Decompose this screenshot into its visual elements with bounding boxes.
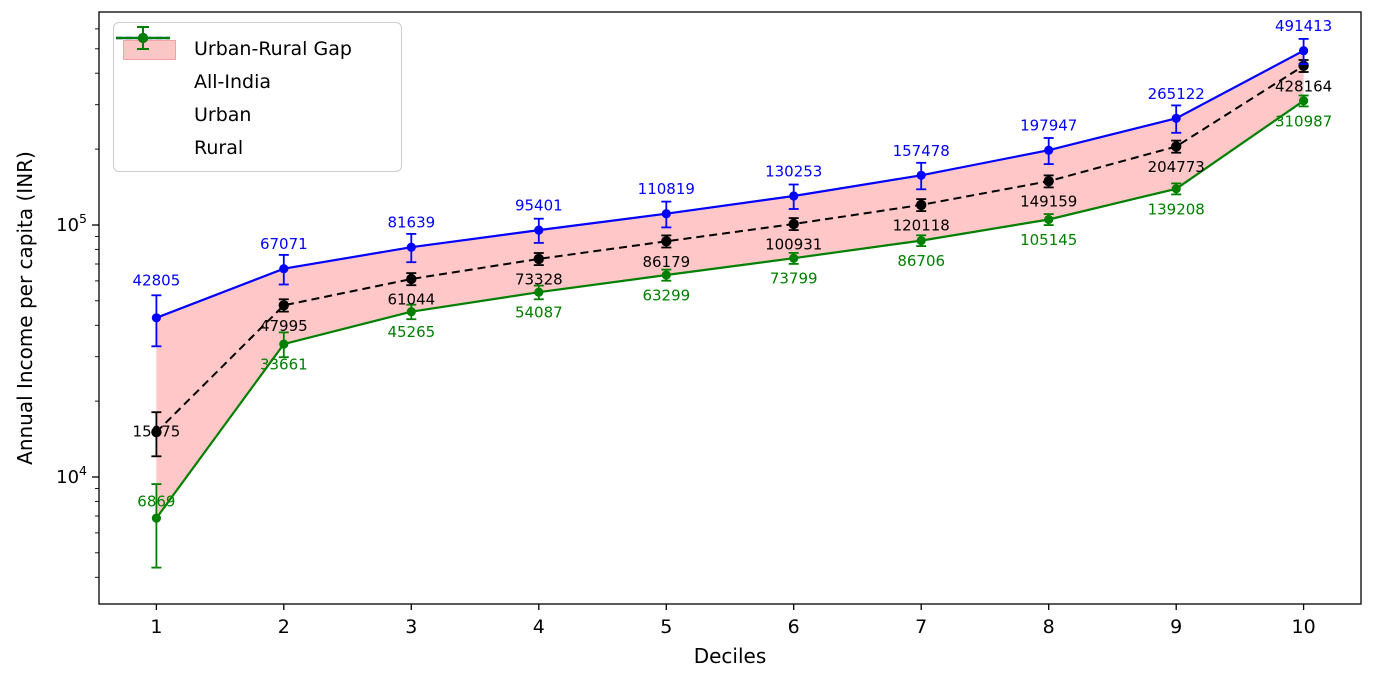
urban-rural-gap-swatch <box>123 39 185 60</box>
urban-point <box>1044 145 1054 155</box>
all-india-value-label: 100931 <box>765 236 822 254</box>
urban-value-label: 157478 <box>893 142 950 160</box>
rural-value-label: 86706 <box>897 252 945 270</box>
rural-value-label: 45265 <box>387 323 435 341</box>
rural-point <box>1299 96 1309 106</box>
rural-value-label: 139208 <box>1148 200 1205 218</box>
all-india-point <box>1043 176 1054 187</box>
rural-point <box>916 236 926 246</box>
all-india-point <box>151 426 162 438</box>
urban-point <box>1171 113 1181 123</box>
rural-value-label: 310987 <box>1275 112 1332 130</box>
all-india-value-label: 120118 <box>893 216 950 234</box>
x-tick-label: 9 <box>1170 616 1182 638</box>
urban-value-label: 81639 <box>387 214 435 232</box>
rural-point <box>789 253 799 263</box>
urban-point <box>916 170 926 180</box>
urban-value-label: 265122 <box>1148 85 1205 103</box>
rural-point <box>151 513 161 523</box>
x-tick-label: 3 <box>405 616 417 638</box>
urban-point <box>406 242 416 252</box>
rural-point <box>1171 184 1181 194</box>
x-tick-label: 7 <box>915 616 927 638</box>
legend-item-rural: Rural <box>116 26 401 165</box>
urban-value-label: 491413 <box>1275 17 1332 35</box>
legend-label: All-India <box>194 71 272 93</box>
rural-point <box>661 270 671 280</box>
x-axis-label: Deciles <box>693 644 767 668</box>
legend-label: Urban-Rural Gap <box>194 38 352 60</box>
x-tick-label: 2 <box>278 616 290 638</box>
rural-value-label: 6869 <box>137 493 175 511</box>
rural-value-label: 54087 <box>515 304 563 322</box>
all-india-point <box>406 273 417 285</box>
urban-point <box>1299 46 1309 56</box>
rural-value-label: 105145 <box>1020 231 1077 249</box>
y-tick-label: 104 <box>56 463 87 488</box>
y-axis-label: Annual Income per capita (INR) <box>13 151 37 465</box>
urban-value-label: 42805 <box>133 271 181 289</box>
urban-point <box>661 209 671 219</box>
legend-item-all-india: All-India <box>116 26 401 99</box>
legend-item-urban: Urban <box>116 26 401 132</box>
all-india-line <box>155 64 1305 433</box>
legend: Urban-Rural Gap All-India Urban Rural <box>113 22 402 172</box>
rural-point <box>534 287 544 297</box>
all-india-point <box>916 199 927 211</box>
all-india-value-label: 428164 <box>1275 77 1332 95</box>
x-tick-label: 4 <box>533 616 545 638</box>
rural-point <box>406 307 416 317</box>
all-india-point <box>533 253 544 265</box>
x-tick-label: 10 <box>1292 616 1316 638</box>
x-tick-label: 6 <box>788 616 800 638</box>
all-india-value-label: 204773 <box>1148 158 1205 176</box>
urban-point <box>151 313 161 323</box>
rural-value-label: 33661 <box>260 356 308 374</box>
urban-value-label: 67071 <box>260 235 308 253</box>
x-tick-label: 1 <box>150 616 162 638</box>
urban-rural-gap-band <box>156 50 1304 519</box>
all-india-value-label: 47995 <box>260 317 308 335</box>
rural-point <box>1044 214 1054 225</box>
all-india-value-label: 73328 <box>515 270 563 288</box>
all-india-value-label: 86179 <box>642 253 690 271</box>
all-india-point <box>278 300 289 311</box>
legend-item-urban-rural-gap: Urban-Rural Gap <box>123 33 401 66</box>
all-india-value-label: 149159 <box>1020 193 1077 211</box>
rural-value-label: 73799 <box>770 270 818 288</box>
x-tick-label: 8 <box>1043 616 1055 638</box>
urban-line <box>156 49 1305 319</box>
plot-border <box>98 11 1362 605</box>
all-india-value-label: 61044 <box>387 291 435 309</box>
y-tick-label: 105 <box>56 211 87 236</box>
legend-label: Rural <box>194 137 244 159</box>
urban-value-label: 197947 <box>1020 117 1077 135</box>
all-india-point <box>1171 141 1182 152</box>
urban-point <box>789 191 799 201</box>
legend-label: Urban <box>194 104 252 126</box>
urban-point <box>534 225 544 235</box>
all-india-point <box>788 218 799 230</box>
urban-point <box>279 264 289 274</box>
urban-value-label: 95401 <box>515 197 563 215</box>
all-india-point <box>661 236 672 247</box>
urban-value-label: 110819 <box>638 180 695 198</box>
rural-errorbar <box>151 483 162 569</box>
rural-line <box>155 99 1305 519</box>
x-tick-label: 5 <box>660 616 672 638</box>
rural-point <box>279 339 289 349</box>
urban-value-label: 130253 <box>765 163 822 181</box>
rural-value-label: 63299 <box>642 287 690 305</box>
